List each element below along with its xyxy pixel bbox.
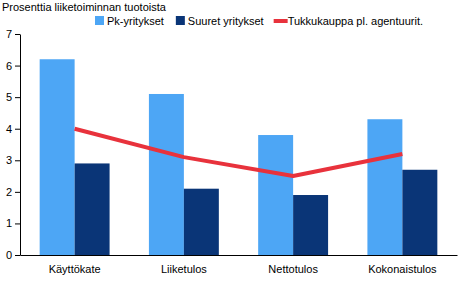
y-axis: 0 1 2 3 4 5 6 7 <box>6 28 21 261</box>
legend-item: Suuret yritykset <box>176 15 264 27</box>
legend: Pk-yritykset Suuret yritykset Tukkukauppa … <box>95 15 423 27</box>
bar <box>184 189 219 255</box>
legend-label: Pk-yritykset <box>107 15 164 27</box>
tick-label: 1 <box>6 217 12 229</box>
tick-label: Liiketulos <box>161 263 207 275</box>
tick: Liiketulos <box>161 263 207 275</box>
axis-line <box>21 255 458 256</box>
chart: 0 1 2 3 4 5 6 7 Käyttökate Liiketulos Nettotulos Ko… <box>0 0 459 281</box>
bar <box>149 94 184 255</box>
tick-label: Nettotulos <box>268 263 318 275</box>
bar <box>367 119 402 255</box>
axis-title: Prosenttia liiketoiminnan tuotoista <box>2 1 167 13</box>
tick: Käyttökate <box>49 263 101 275</box>
tick-label: Käyttökate <box>49 263 101 275</box>
tick-mark <box>15 160 20 161</box>
tick-label: 3 <box>6 154 12 166</box>
tick: Nettotulos <box>268 263 318 275</box>
tick: 0 <box>6 249 20 261</box>
tick: 1 <box>6 217 20 229</box>
plot: 0 1 2 3 4 5 6 7 Käyttökate Liiketulos Nettotulos Ko… <box>6 28 458 275</box>
tick: Kokonaistulos <box>368 263 437 275</box>
line <box>75 129 403 176</box>
bar <box>75 163 110 255</box>
tick-label: Kokonaistulos <box>368 263 437 275</box>
tick-mark <box>15 66 20 67</box>
legend-label: Suuret yritykset <box>188 15 264 27</box>
tick-mark <box>15 34 20 35</box>
tick-mark <box>15 97 20 98</box>
tick-mark <box>15 129 20 130</box>
bar <box>402 170 437 255</box>
tick: 4 <box>6 123 20 135</box>
tick-label: 4 <box>6 123 12 135</box>
axis-line <box>20 35 21 256</box>
legend-swatch <box>176 16 185 25</box>
tick-mark <box>15 223 20 224</box>
tick-label: 5 <box>6 91 12 103</box>
tick-label: 6 <box>6 60 12 72</box>
legend-swatch <box>95 16 104 25</box>
tick-label: 0 <box>6 249 12 261</box>
marks <box>40 59 438 255</box>
bar <box>293 195 328 255</box>
tick: 5 <box>6 91 20 103</box>
bar-series <box>75 163 438 255</box>
legend-label: Tukkukauppa pl. agentuurit. <box>288 15 423 27</box>
bar <box>40 59 75 255</box>
tick: 6 <box>6 60 20 72</box>
tick-label: 7 <box>6 28 12 40</box>
legend-swatch <box>274 19 288 23</box>
legend-item: Pk-yritykset <box>95 15 164 27</box>
tick-mark <box>15 255 20 256</box>
bar-series <box>40 59 403 255</box>
tick: 3 <box>6 154 20 166</box>
bar <box>258 135 293 255</box>
tick: 2 <box>6 186 20 198</box>
tick-mark <box>15 192 20 193</box>
tick-label: 2 <box>6 186 12 198</box>
x-axis: Käyttökate Liiketulos Nettotulos Kokonaistu… <box>21 256 458 275</box>
tick: 7 <box>6 28 20 40</box>
legend-item: Tukkukauppa pl. agentuurit. <box>274 15 423 27</box>
